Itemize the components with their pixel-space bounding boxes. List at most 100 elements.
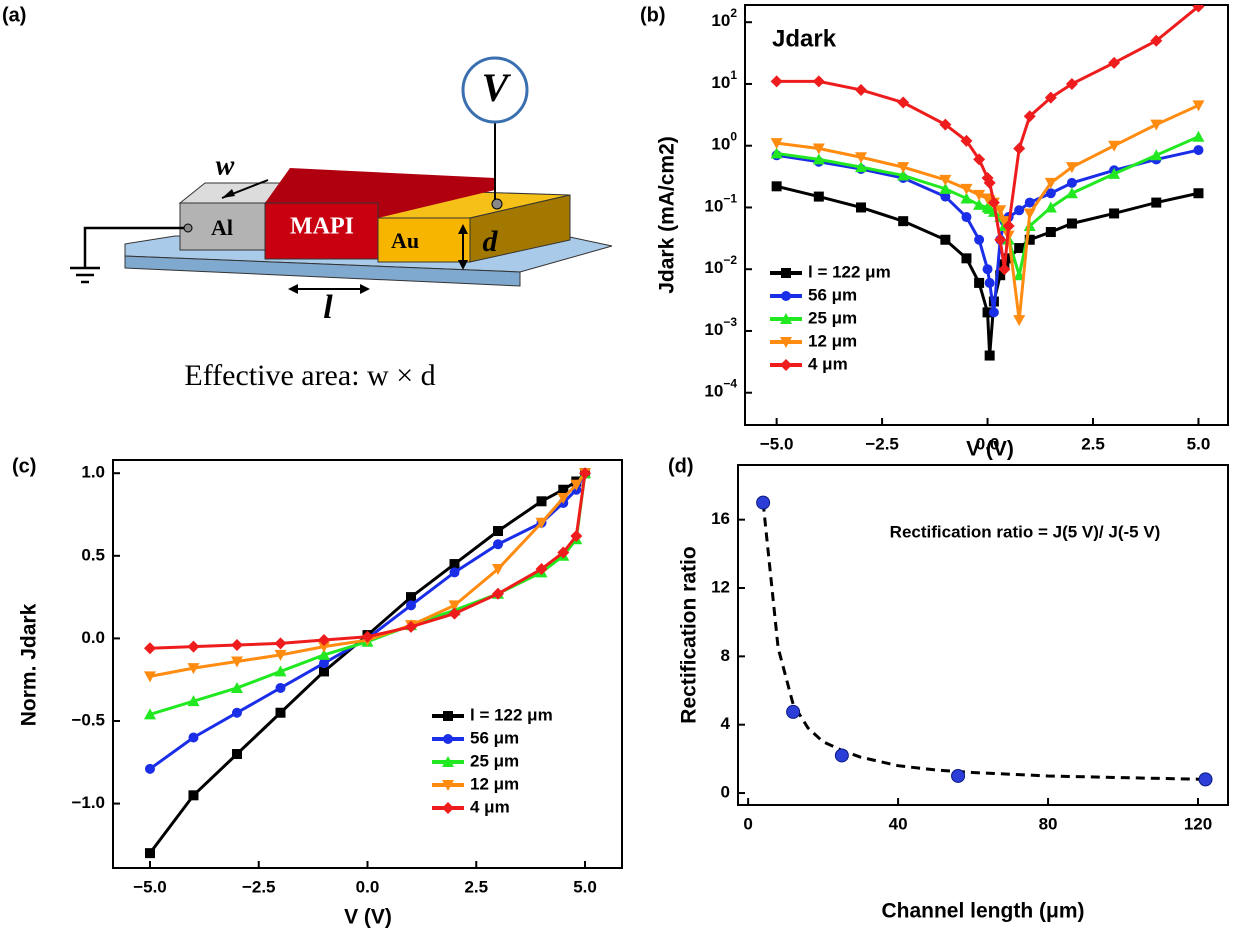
legend-label: 25 μm bbox=[470, 751, 519, 770]
marker bbox=[1108, 167, 1121, 179]
point bbox=[951, 768, 966, 783]
marker bbox=[855, 83, 868, 96]
caption: Effective area: w × d bbox=[184, 359, 435, 392]
marker bbox=[144, 763, 155, 774]
y-tick-label: 102 bbox=[711, 6, 737, 30]
marker bbox=[1108, 140, 1121, 152]
y-tick-label: 0 bbox=[721, 783, 730, 802]
marker bbox=[1024, 234, 1035, 245]
marker bbox=[960, 192, 973, 204]
marker bbox=[442, 780, 454, 791]
marker bbox=[994, 233, 1007, 246]
legend-label: 56 μm bbox=[470, 728, 519, 747]
marker bbox=[812, 75, 825, 88]
x-tick-label: 120 bbox=[1184, 814, 1212, 833]
marker bbox=[1192, 130, 1205, 142]
x-axis-label: V (V) bbox=[344, 906, 392, 929]
substrate-edge bbox=[124, 255, 521, 287]
arrowhead bbox=[360, 284, 370, 294]
plot-area bbox=[756, 495, 1213, 787]
mapi-block bbox=[264, 202, 379, 260]
fit-line bbox=[761, 502, 1206, 781]
x-tick-label: −5.0 bbox=[133, 877, 167, 896]
al-block bbox=[179, 202, 266, 251]
ground-wire bbox=[83, 226, 188, 268]
marker bbox=[570, 529, 583, 542]
marker bbox=[1065, 77, 1078, 90]
marker bbox=[361, 630, 374, 643]
marker bbox=[1108, 56, 1121, 69]
marker bbox=[939, 182, 952, 194]
marker bbox=[973, 153, 986, 166]
plot-area bbox=[143, 467, 592, 859]
marker bbox=[230, 681, 243, 693]
marker bbox=[1003, 253, 1014, 264]
legend-label: l = 122 μm bbox=[808, 262, 891, 281]
y-tick-label: 10−4 bbox=[704, 377, 737, 401]
marker bbox=[317, 648, 330, 660]
marker bbox=[317, 634, 330, 647]
marker bbox=[939, 174, 952, 186]
series-line bbox=[149, 473, 587, 650]
marker bbox=[1044, 91, 1057, 104]
marker bbox=[1193, 145, 1204, 156]
marker bbox=[998, 216, 1011, 228]
marker bbox=[579, 467, 592, 480]
mapi-top bbox=[265, 168, 495, 218]
contact-dot bbox=[183, 223, 193, 233]
marker bbox=[275, 707, 286, 718]
plot-area bbox=[770, 5, 1205, 361]
marker bbox=[781, 291, 791, 301]
y-tick-label: 16 bbox=[711, 509, 730, 528]
marker bbox=[442, 802, 454, 814]
marker bbox=[998, 263, 1011, 276]
legend-label: 25 μm bbox=[808, 308, 857, 327]
chart-panel: −5.0 −2.5 0.0 2.5 5.0 10−4 10−3 10−2 10−1 100 101 1… bbox=[656, 4, 1229, 461]
x-axis-label: V (V) bbox=[966, 438, 1014, 461]
marker bbox=[405, 620, 418, 633]
marker bbox=[983, 176, 996, 189]
marker bbox=[187, 640, 200, 653]
y-axis-label: Norm. Jdark bbox=[18, 603, 41, 726]
plot-frame bbox=[744, 4, 1229, 426]
marker bbox=[898, 216, 909, 227]
x-tick-label: 80 bbox=[1039, 814, 1058, 833]
marker bbox=[988, 307, 999, 318]
marker bbox=[897, 96, 910, 109]
chart-panel: 0 40 80 120 0 4 8 12 16 Channel length (μm) Rectif… bbox=[678, 464, 1229, 923]
arrowhead bbox=[458, 224, 468, 234]
plot-frame bbox=[737, 464, 1229, 806]
marker bbox=[1014, 243, 1025, 254]
marker bbox=[961, 212, 972, 223]
marker bbox=[987, 196, 1000, 209]
y-tick-label: 101 bbox=[711, 68, 737, 92]
marker bbox=[939, 118, 952, 131]
marker bbox=[1013, 315, 1026, 327]
marker bbox=[855, 161, 868, 173]
au-block bbox=[377, 217, 471, 263]
panel-label: (d) bbox=[668, 455, 694, 477]
marker bbox=[144, 848, 155, 859]
panel-label: (c) bbox=[12, 455, 36, 477]
marker bbox=[1045, 188, 1056, 199]
point bbox=[786, 704, 801, 719]
marker bbox=[940, 234, 951, 245]
marker bbox=[812, 153, 825, 165]
marker bbox=[1109, 208, 1120, 219]
marker bbox=[535, 517, 548, 529]
marker bbox=[1013, 142, 1026, 155]
marker bbox=[1150, 149, 1163, 161]
marker bbox=[1192, 100, 1205, 112]
point bbox=[756, 495, 771, 510]
marker bbox=[897, 169, 910, 181]
legend-label: 12 μm bbox=[808, 331, 857, 350]
x-tick-label: 0.0 bbox=[356, 877, 380, 896]
marker bbox=[1044, 177, 1057, 189]
x-tick-label: 40 bbox=[889, 814, 908, 833]
marker bbox=[856, 202, 867, 213]
marker bbox=[187, 663, 200, 675]
marker bbox=[781, 268, 791, 278]
marker bbox=[449, 559, 460, 570]
marker bbox=[1045, 227, 1056, 238]
marker bbox=[1193, 188, 1204, 199]
